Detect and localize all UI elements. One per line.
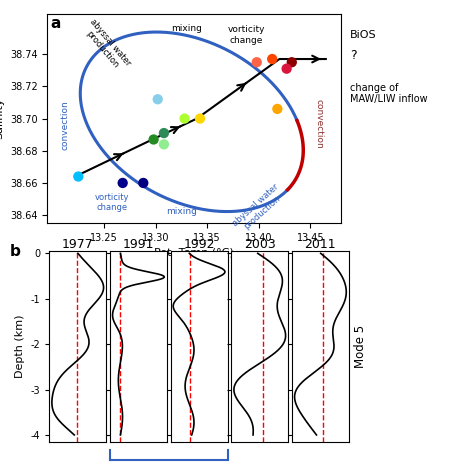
Title: 1977: 1977 [62, 238, 93, 251]
Point [288, 59, 296, 66]
Text: ?: ? [350, 49, 357, 62]
Point [119, 179, 127, 186]
Point [150, 136, 157, 143]
Point [283, 65, 291, 73]
Text: b: b [9, 244, 20, 259]
Text: mixing: mixing [171, 24, 202, 33]
Text: abyssal water
production: abyssal water production [231, 182, 287, 235]
Point [196, 115, 204, 122]
Text: a: a [50, 16, 61, 31]
X-axis label: Pot. Temp (°C): Pot. Temp (°C) [155, 248, 234, 259]
Text: vorticity
change: vorticity change [228, 25, 265, 45]
Title: 2011: 2011 [305, 238, 336, 251]
Point [74, 173, 82, 180]
Title: 2003: 2003 [244, 238, 275, 251]
Text: convection: convection [60, 100, 69, 150]
Text: change of
MAW/LIW inflow: change of MAW/LIW inflow [350, 83, 428, 104]
Point [154, 95, 162, 103]
Point [181, 115, 188, 122]
Y-axis label: Depth (km): Depth (km) [15, 315, 25, 378]
Point [160, 140, 168, 148]
Title: 1991: 1991 [123, 238, 154, 251]
Text: abyssal water
production: abyssal water production [80, 18, 132, 75]
Point [268, 55, 276, 63]
Text: Mode 5: Mode 5 [354, 325, 367, 368]
Text: mixing: mixing [166, 207, 197, 216]
Point [160, 129, 168, 137]
Y-axis label: Salinity: Salinity [0, 98, 4, 140]
Point [139, 179, 147, 186]
Text: BiOS: BiOS [350, 30, 377, 40]
Title: 1992: 1992 [183, 238, 215, 251]
Point [273, 105, 281, 113]
Text: convection: convection [314, 99, 323, 148]
Point [253, 59, 261, 66]
Text: vorticity
change: vorticity change [95, 193, 129, 212]
